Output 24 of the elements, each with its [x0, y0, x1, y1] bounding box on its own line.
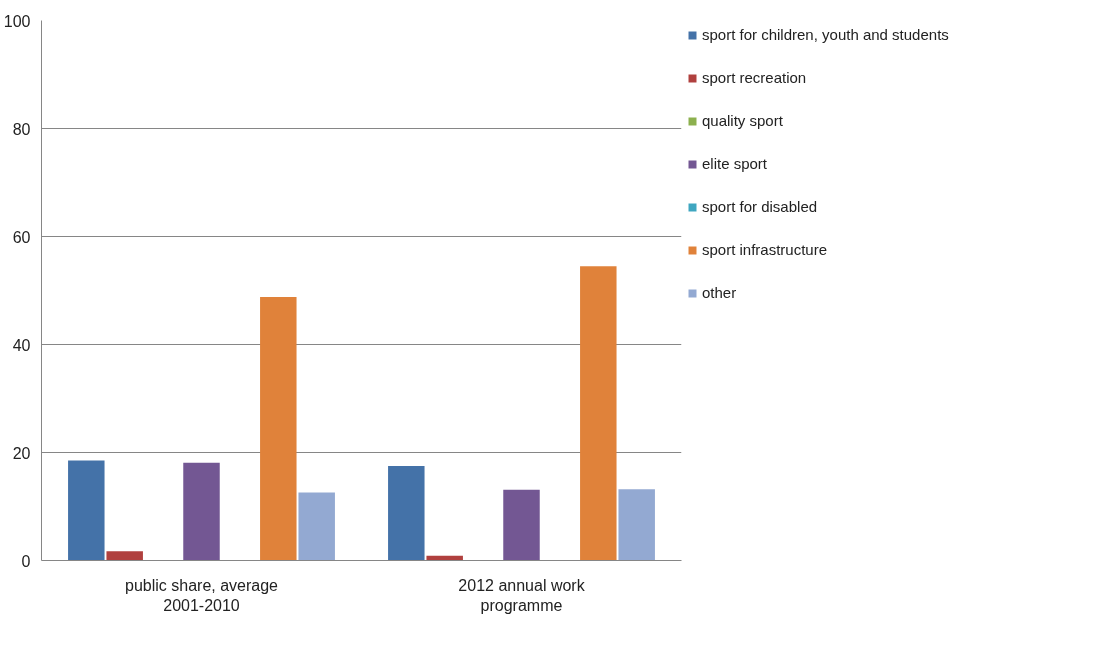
bar [618, 489, 655, 561]
y-tick-label: 60 [12, 228, 31, 246]
legend-label: quality sport [702, 112, 783, 129]
y-tick-label: 0 [21, 552, 31, 570]
bar [388, 466, 425, 561]
bar [580, 266, 617, 561]
bar [68, 460, 105, 561]
bar [298, 492, 335, 561]
x-tick-label: 2012 annual work programme [458, 576, 586, 614]
legend-label: sport recreation [702, 69, 807, 86]
legend-label: sport for disabled [702, 198, 818, 215]
legend-label: sport for children, youth and students [702, 26, 949, 43]
bar [503, 489, 540, 561]
bar [260, 296, 297, 561]
bar [106, 551, 143, 561]
y-tick-label: 40 [12, 336, 31, 354]
y-tick-label: 100 [3, 12, 31, 30]
legend-label: sport infrastructure [702, 241, 828, 258]
legend-label: other [702, 284, 737, 301]
y-tick-label: 80 [12, 120, 31, 138]
bar [183, 462, 220, 561]
y-tick-label: 20 [12, 444, 31, 462]
legend-label: elite sport [702, 155, 768, 172]
x-tick-label: public share, average 2001-2010 [125, 576, 279, 614]
